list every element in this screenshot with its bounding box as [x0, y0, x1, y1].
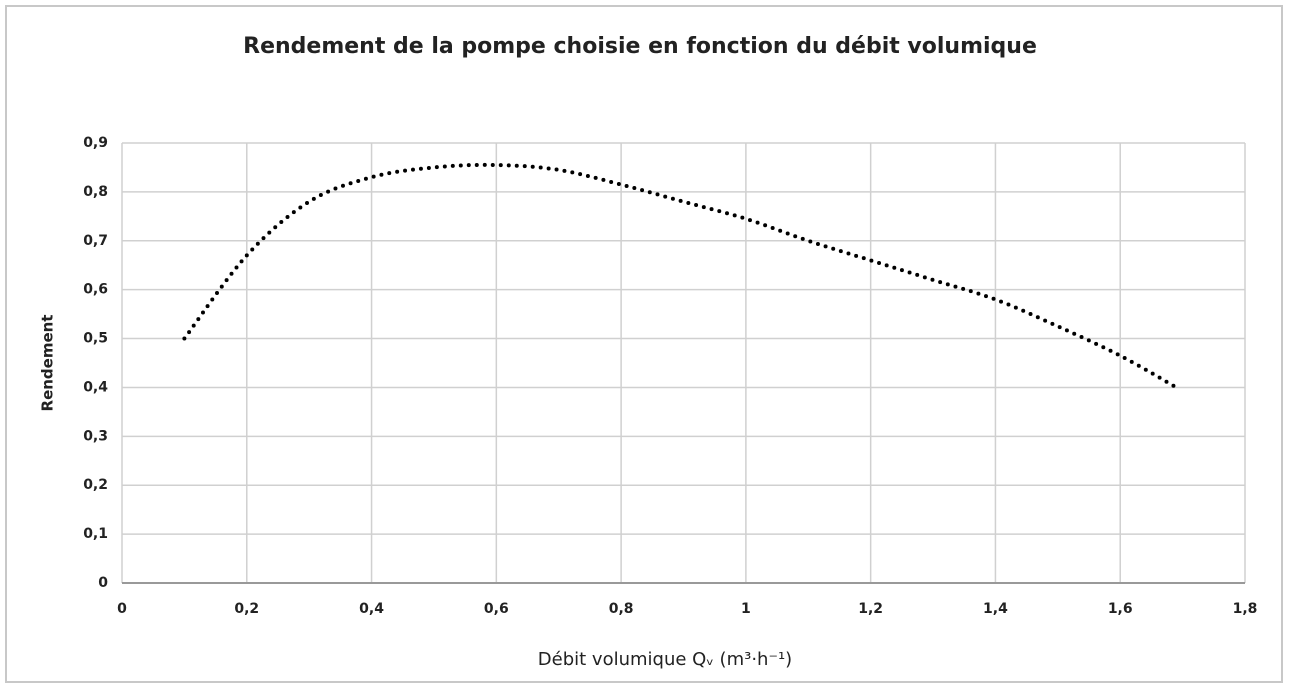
y-axis-label: Rendement	[39, 315, 57, 412]
y-tick-label: 0,4	[83, 379, 108, 395]
x-tick-label: 1,2	[858, 601, 883, 617]
x-axis-label: Débit volumique Qᵥ (m³·h⁻¹)	[538, 649, 792, 670]
y-tick-label: 0,2	[83, 477, 108, 493]
y-tick-label: 0,3	[83, 428, 108, 444]
x-tick-label: 0,4	[359, 601, 384, 617]
y-tick-label: 0,8	[83, 184, 108, 200]
x-tick-label: 1,6	[1108, 601, 1133, 617]
x-tick-label: 1,4	[983, 601, 1008, 617]
y-tick-label: 0	[98, 575, 108, 591]
chart-frame	[5, 5, 1283, 683]
x-tick-label: 0,6	[484, 601, 509, 617]
y-tick-label: 0,9	[83, 135, 108, 151]
x-tick-label: 0,8	[609, 601, 634, 617]
x-tick-label: 0	[117, 601, 127, 617]
x-tick-label: 1	[741, 601, 751, 617]
y-tick-label: 0,7	[83, 233, 108, 249]
y-tick-label: 0,5	[83, 331, 108, 347]
x-tick-label: 0,2	[234, 601, 259, 617]
chart-title: Rendement de la pompe choisie en fonctio…	[243, 34, 1037, 59]
y-tick-label: 0,1	[83, 526, 108, 542]
x-tick-label: 1,8	[1233, 601, 1258, 617]
y-tick-label: 0,6	[83, 282, 108, 298]
